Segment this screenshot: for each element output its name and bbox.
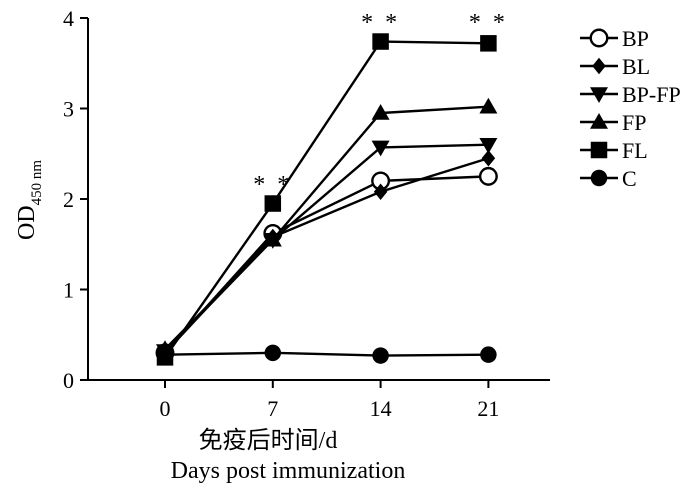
data-point xyxy=(264,195,282,212)
series-line xyxy=(164,40,489,359)
significance-annotation: * * xyxy=(469,10,508,36)
data-point xyxy=(371,140,390,157)
legend-item-bp-fp: BP-FP xyxy=(580,82,681,107)
legend-label: BP-FP xyxy=(622,82,681,107)
legend-label: FL xyxy=(622,138,648,163)
data-point xyxy=(480,35,497,52)
y-tick-label: 3 xyxy=(63,97,74,122)
y-tick-label: 1 xyxy=(63,278,74,303)
legend-marker xyxy=(592,57,606,75)
series-fp xyxy=(156,97,498,356)
data-point xyxy=(479,137,498,154)
legend-label: FP xyxy=(622,110,646,135)
data-point xyxy=(371,104,390,120)
data-point xyxy=(156,346,174,363)
significance-annotation: * * xyxy=(253,172,292,198)
series-c xyxy=(156,344,497,364)
data-point xyxy=(478,166,498,186)
y-axis-title-main: OD xyxy=(14,205,40,240)
x-axis-title: Days post immunization xyxy=(171,458,406,484)
legend-item-fp: FP xyxy=(580,110,646,135)
legend-item-bl: BL xyxy=(580,54,650,79)
series-line xyxy=(164,175,489,354)
data-point xyxy=(373,183,388,201)
legend-item-bp: BP xyxy=(580,26,649,51)
x-tick-label: 21 xyxy=(477,396,499,421)
legend-marker xyxy=(590,141,608,159)
legend-label: BP xyxy=(622,26,649,51)
y-tick-label: 2 xyxy=(63,187,74,212)
legend-marker xyxy=(590,113,608,129)
series-line xyxy=(164,105,489,351)
y-axis-title-sub: 450 nm xyxy=(29,160,45,206)
legend: BP BL BP-FP FP FL C xyxy=(580,26,681,191)
data-point xyxy=(479,97,498,114)
data-point xyxy=(372,347,389,364)
series-fl xyxy=(156,33,497,366)
series-layer xyxy=(155,33,498,366)
series-line xyxy=(164,157,489,354)
x-tick-label: 14 xyxy=(370,396,392,421)
data-point xyxy=(372,33,389,50)
data-point xyxy=(481,150,496,167)
legend-marker xyxy=(590,169,608,187)
svg-text:OD450 nm: OD450 nm xyxy=(14,160,45,240)
legend-item-fl: FL xyxy=(580,138,648,163)
y-axis-title: OD450 nm xyxy=(14,160,45,240)
data-point xyxy=(263,230,282,247)
legend-label: BL xyxy=(622,54,650,79)
y-tick-label: 4 xyxy=(63,6,74,31)
x-tick-label: 7 xyxy=(267,396,278,421)
y-tick-label: 0 xyxy=(63,368,74,393)
legend-marker xyxy=(590,87,608,103)
data-point xyxy=(480,346,497,363)
x-tick-label: 0 xyxy=(160,396,171,421)
data-point xyxy=(264,344,282,362)
x-axis-title-cn: 免疫后时间/d xyxy=(199,427,338,454)
significance-annotation: * * xyxy=(361,10,400,36)
series-bp xyxy=(155,166,498,363)
legend-marker xyxy=(589,28,609,48)
legend-item-c: C xyxy=(580,166,637,191)
series-line xyxy=(164,351,489,357)
series-bl xyxy=(158,150,496,362)
legend-label: C xyxy=(622,166,637,191)
axes: 0 1 2 3 4 0 7 14 21 xyxy=(63,6,550,421)
annotations: * * * * * * xyxy=(253,10,508,198)
